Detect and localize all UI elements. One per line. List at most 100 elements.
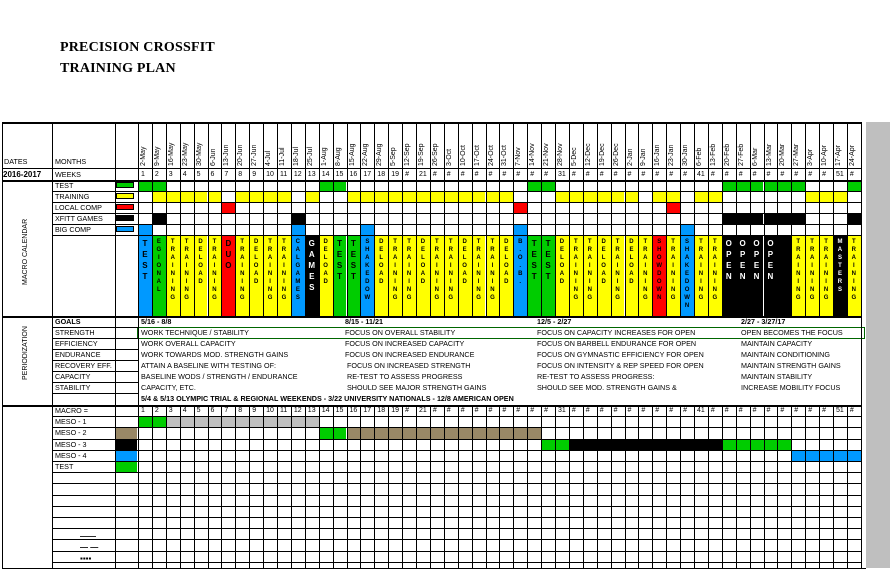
block-letter: L bbox=[254, 255, 258, 261]
week-number: 11 bbox=[280, 171, 288, 178]
date-header: 12-Dec bbox=[584, 143, 592, 166]
meso-row-label: MESO - 1 bbox=[55, 417, 87, 427]
calendar-block bbox=[180, 235, 194, 316]
date-header: 27-Feb bbox=[737, 143, 745, 166]
phase-text: RE-TEST TO ASSESS PROGRESS bbox=[347, 372, 463, 381]
block-letter: T bbox=[531, 272, 537, 281]
block-letter: S bbox=[350, 261, 357, 270]
block-letter: D bbox=[379, 239, 384, 245]
grid-vline bbox=[610, 405, 612, 568]
block-letter: T bbox=[351, 239, 356, 248]
grid-vline bbox=[221, 168, 223, 316]
date-header: 20-Feb bbox=[723, 143, 731, 166]
block-letter: A bbox=[184, 255, 189, 261]
week-number: 18 bbox=[377, 171, 386, 178]
block-letter: P bbox=[767, 250, 774, 259]
block-letter: I bbox=[672, 263, 674, 269]
block-letter: E bbox=[531, 250, 537, 259]
block-letter: N bbox=[434, 271, 439, 277]
block-letter: D bbox=[462, 279, 467, 285]
block-letter: G bbox=[448, 295, 454, 301]
grid-vline bbox=[443, 122, 445, 168]
grid-vline bbox=[179, 122, 181, 168]
block-letter: E bbox=[629, 247, 634, 253]
grid-vline bbox=[193, 405, 195, 568]
week-number: 19 bbox=[391, 171, 399, 178]
grid-vline bbox=[791, 168, 793, 316]
calendar-mark bbox=[472, 192, 486, 202]
block-letter: D bbox=[198, 279, 203, 285]
meso-week-number: # bbox=[488, 407, 493, 414]
block-letter: I bbox=[672, 279, 674, 285]
grid-hline bbox=[2, 568, 866, 569]
grid-vline bbox=[499, 168, 501, 316]
week-number: # bbox=[780, 171, 785, 178]
meso-swatch bbox=[116, 462, 137, 473]
calendar-mark bbox=[625, 192, 639, 202]
block-letter: A bbox=[670, 255, 676, 261]
phase-text: CAPACITY, ETC. bbox=[141, 383, 196, 392]
calendar-block bbox=[236, 235, 250, 316]
block-letter: D bbox=[629, 279, 634, 285]
meso-swatch bbox=[116, 428, 137, 439]
week-number: # bbox=[544, 171, 548, 178]
calendar-mark bbox=[722, 214, 736, 224]
block-letter: N bbox=[392, 287, 398, 293]
block-letter: I bbox=[408, 263, 410, 269]
grid-vline bbox=[791, 405, 793, 568]
grid-vline bbox=[527, 168, 529, 316]
date-header: 9-May bbox=[153, 146, 161, 166]
block-letter: S bbox=[295, 295, 300, 301]
meso-week-number: 6 bbox=[210, 407, 215, 414]
calendar-mark bbox=[389, 192, 403, 202]
grid-vline bbox=[694, 405, 695, 568]
meso-week-number: # bbox=[446, 407, 451, 414]
block-letter: I bbox=[700, 263, 702, 269]
competition-note: 5/4 & 5/13 OLYMPIC TRIAL & REGIONAL WEEK… bbox=[141, 394, 514, 403]
calendar-mark bbox=[375, 192, 389, 202]
block-letter: W bbox=[656, 287, 663, 293]
grid-hline bbox=[52, 449, 861, 451]
meso-week-number: 1 bbox=[141, 407, 145, 414]
block-letter: G bbox=[212, 295, 217, 301]
block-letter: R bbox=[851, 247, 856, 253]
grid-vline bbox=[429, 122, 431, 168]
block-letter: N bbox=[184, 287, 189, 293]
grid-vline bbox=[318, 168, 320, 316]
meso-row-label: MACRO = bbox=[55, 406, 88, 415]
grid-hline bbox=[52, 202, 861, 203]
grid-hline bbox=[52, 427, 861, 429]
grid-vline bbox=[652, 122, 654, 168]
grid-vline bbox=[249, 168, 251, 316]
calendar-block bbox=[403, 235, 416, 316]
calendar-mark bbox=[778, 214, 792, 224]
grid-vline bbox=[666, 122, 668, 168]
calendar-block bbox=[319, 235, 333, 316]
block-letter: T bbox=[587, 239, 592, 245]
grid-vline bbox=[471, 405, 473, 568]
block-letter: O bbox=[629, 263, 634, 269]
grid-vline bbox=[221, 122, 223, 168]
block-letter: E bbox=[767, 261, 774, 270]
grid-vline bbox=[833, 122, 834, 168]
block-letter: N bbox=[490, 271, 495, 277]
legend-label: TRAINING bbox=[55, 192, 90, 201]
block-letter: T bbox=[796, 239, 801, 245]
grid-vline bbox=[457, 405, 459, 568]
calendar-block bbox=[222, 235, 236, 316]
grid-vline bbox=[374, 122, 376, 168]
block-letter: T bbox=[838, 263, 842, 269]
block-letter: I bbox=[588, 263, 591, 269]
date-header: 8-Aug bbox=[334, 147, 342, 166]
calendar-mark bbox=[166, 192, 180, 202]
block-letter: E bbox=[323, 247, 328, 253]
footer-mark: ▪▪▪▪ bbox=[80, 554, 92, 563]
block-letter: B bbox=[518, 239, 523, 245]
grid-vline bbox=[277, 122, 278, 168]
grid-vline bbox=[652, 168, 654, 316]
grid-vline bbox=[819, 168, 821, 316]
phase-text: SHOULD SEE MAJOR STRENGTH GAINS bbox=[347, 383, 487, 392]
